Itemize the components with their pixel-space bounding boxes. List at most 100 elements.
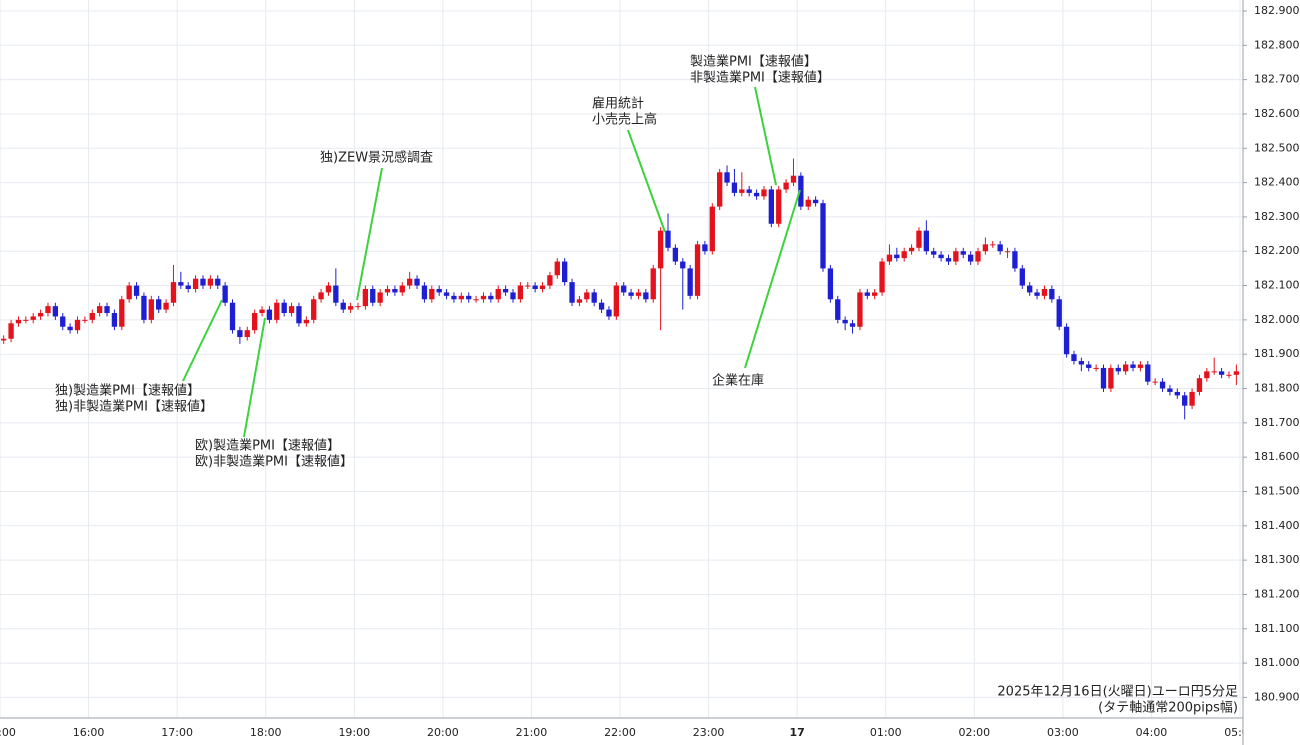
candle-body <box>967 254 974 262</box>
candle-body <box>746 189 752 193</box>
candle-body <box>1012 251 1018 269</box>
candle-body <box>451 295 457 300</box>
candle-body <box>576 299 583 303</box>
candle-body <box>1078 361 1085 365</box>
candle-body <box>1056 299 1062 327</box>
y-tick-label: 182.200 <box>1254 244 1300 257</box>
x-tick-label: 18:00 <box>250 726 282 739</box>
x-tick-label: 05:00 <box>1224 726 1256 739</box>
candle-body <box>975 251 981 262</box>
candle-body <box>1145 364 1151 382</box>
candle-body <box>237 330 243 338</box>
x-tick-label: 21:00 <box>516 726 548 739</box>
candle-body <box>104 306 110 314</box>
candles <box>1 158 1240 420</box>
candle-body <box>480 295 487 300</box>
candle-body <box>222 285 228 303</box>
candle-body <box>436 288 442 293</box>
candle-body <box>1100 367 1107 389</box>
y-tick-label: 181.500 <box>1254 484 1300 497</box>
y-axis: 180.900 181.000 181.100 181.200 181.300 181.4… <box>1243 4 1300 703</box>
candle-body <box>982 244 989 252</box>
y-tick-label: 181.600 <box>1254 450 1300 463</box>
candle-body <box>362 288 369 307</box>
candle-body <box>739 189 745 193</box>
candle-body <box>606 309 612 317</box>
candle-body <box>532 285 538 289</box>
candle-body <box>215 278 221 286</box>
candle-body <box>488 295 494 300</box>
candle-body <box>643 292 649 300</box>
candle-body <box>1086 364 1092 368</box>
candle-body <box>753 192 760 197</box>
candle-body <box>1093 367 1099 369</box>
candle-body <box>879 261 885 293</box>
candle-body <box>665 230 671 248</box>
candle-body <box>547 275 553 286</box>
candle-body <box>384 288 391 293</box>
candle-body <box>584 292 590 300</box>
candle-body <box>554 261 560 276</box>
candle-body <box>15 319 22 324</box>
candle-body <box>1226 374 1232 376</box>
x-tick-label: 19:00 <box>338 726 370 739</box>
annotation-arrow <box>243 317 266 438</box>
candle-body <box>945 258 952 262</box>
candle-body <box>399 285 405 293</box>
candle-body <box>200 278 206 286</box>
candle-body <box>923 230 930 252</box>
x-tick-label: 17 <box>790 726 805 739</box>
candle-body <box>458 295 464 300</box>
candle-body <box>443 292 450 296</box>
y-tick-label: 182.000 <box>1254 313 1300 326</box>
candle-body <box>377 292 383 303</box>
y-tick-label: 180.900 <box>1254 690 1300 703</box>
candle-body <box>207 278 214 286</box>
candle-body <box>170 282 177 303</box>
candle-body <box>495 288 501 300</box>
candle-body <box>598 302 605 310</box>
candle-body <box>1233 371 1240 375</box>
candle-body <box>74 319 81 331</box>
candle-body <box>392 288 398 293</box>
x-tick-label: 20:00 <box>427 726 459 739</box>
candle-body <box>473 299 479 301</box>
candle-body <box>156 299 162 310</box>
candle-body <box>864 292 870 296</box>
candle-body <box>931 251 937 255</box>
candle-body <box>872 292 878 296</box>
annotation-text: 独)製造業PMI【速報値】 <box>55 383 200 399</box>
candle-body <box>333 285 339 303</box>
y-tick-label: 181.100 <box>1254 622 1300 635</box>
candle-body <box>266 309 273 320</box>
x-tick-label: 17:00 <box>161 726 193 739</box>
candle-body <box>1108 367 1114 389</box>
candle-body <box>517 285 524 300</box>
candle-body <box>525 285 531 287</box>
candle-body <box>960 251 966 255</box>
candle-body <box>502 288 509 293</box>
x-axis: 15:00 16:00 17:00 18:00 19:00 20:00 21:00 22:00… <box>0 726 1256 739</box>
candle-body <box>229 302 236 331</box>
candle-body <box>1204 371 1210 379</box>
candle-body <box>82 319 88 321</box>
y-tick-label: 182.800 <box>1254 38 1300 51</box>
y-tick-label: 181.900 <box>1254 347 1300 360</box>
candle-body <box>1041 288 1048 296</box>
candle-body <box>953 251 959 262</box>
candle-body <box>805 199 811 207</box>
candle-body <box>303 319 309 324</box>
y-tick-label: 182.700 <box>1254 73 1300 86</box>
candle-body <box>894 254 900 259</box>
candle-body <box>52 306 59 317</box>
candle-body <box>687 268 693 296</box>
candle-body <box>820 203 826 269</box>
candle-body <box>694 244 701 296</box>
candle-body <box>1019 268 1025 286</box>
annotation-arrow <box>627 129 666 233</box>
y-tick-label: 182.400 <box>1254 176 1300 189</box>
candle-body <box>908 247 915 252</box>
candle-body <box>244 330 250 338</box>
candle-body <box>1049 288 1055 300</box>
